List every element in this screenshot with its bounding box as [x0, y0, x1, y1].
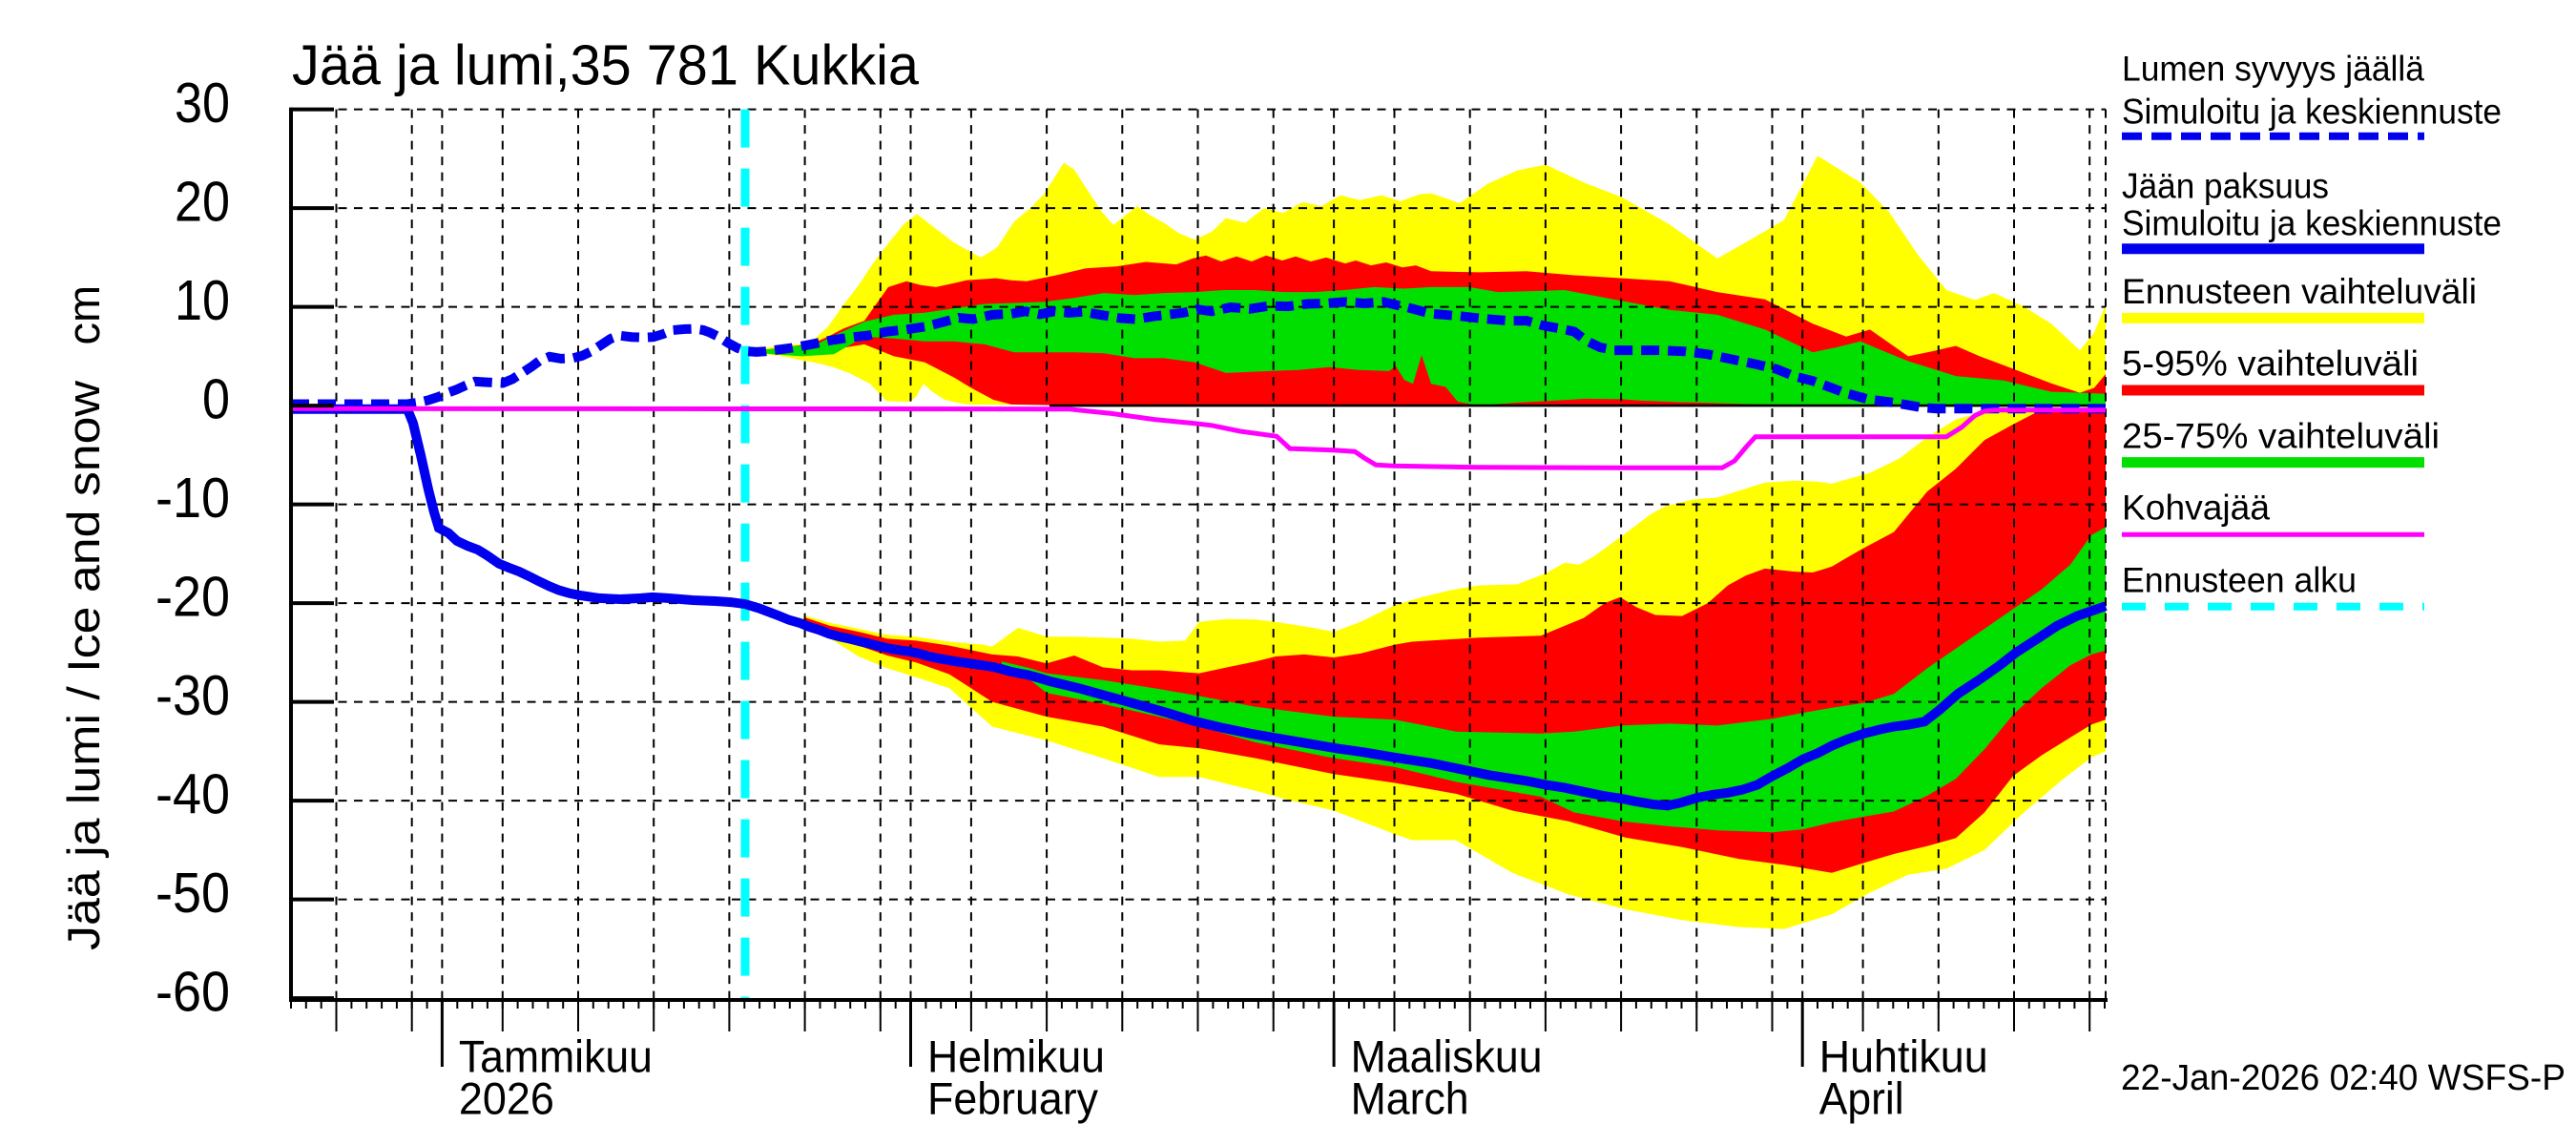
- svg-text:Maaliskuu: Maaliskuu: [1351, 1031, 1543, 1082]
- svg-text:2026: 2026: [459, 1073, 554, 1124]
- svg-text:-30: -30: [156, 664, 230, 727]
- svg-text:Ennusteen vaihteluväli: Ennusteen vaihteluväli: [2122, 272, 2477, 311]
- svg-text:Kohvajää: Kohvajää: [2122, 489, 2270, 528]
- svg-text:Jää ja lumi,35 781 Kukkia: Jää ja lumi,35 781 Kukkia: [292, 33, 919, 96]
- svg-text:10: 10: [175, 269, 230, 332]
- svg-text:30: 30: [175, 72, 230, 135]
- svg-text:-50: -50: [156, 862, 230, 925]
- svg-text:Simuloitu ja keskiennuste: Simuloitu ja keskiennuste: [2122, 93, 2502, 132]
- svg-text:Jään paksuus: Jään paksuus: [2122, 167, 2329, 206]
- svg-text:Huhtikuu: Huhtikuu: [1819, 1031, 1988, 1082]
- svg-text:April: April: [1819, 1073, 1904, 1124]
- svg-text:-10: -10: [156, 467, 230, 530]
- svg-text:Tammikuu: Tammikuu: [459, 1031, 653, 1082]
- svg-text:25-75% vaihteluväli: 25-75% vaihteluväli: [2122, 417, 2440, 456]
- svg-text:0: 0: [202, 367, 230, 430]
- svg-text:22-Jan-2026 02:40 WSFS-P: 22-Jan-2026 02:40 WSFS-P: [2121, 1058, 2566, 1098]
- svg-text:-20: -20: [156, 565, 230, 628]
- svg-text:Helmikuu: Helmikuu: [927, 1031, 1105, 1082]
- svg-text:Lumen syvyys jäällä: Lumen syvyys jäällä: [2122, 50, 2424, 89]
- svg-text:cm: cm: [58, 285, 109, 345]
- svg-text:Jää ja lumi / Ice and snow: Jää ja lumi / Ice and snow: [58, 380, 109, 950]
- svg-text:February: February: [927, 1073, 1098, 1124]
- svg-text:-40: -40: [156, 762, 230, 825]
- svg-text:5-95% vaihteluväli: 5-95% vaihteluväli: [2122, 344, 2419, 384]
- svg-text:20: 20: [175, 170, 230, 233]
- svg-text:-60: -60: [156, 960, 230, 1023]
- svg-text:Ennusteen alku: Ennusteen alku: [2122, 561, 2357, 600]
- svg-text:Simuloitu ja keskiennuste: Simuloitu ja keskiennuste: [2122, 204, 2502, 243]
- svg-text:March: March: [1351, 1073, 1469, 1124]
